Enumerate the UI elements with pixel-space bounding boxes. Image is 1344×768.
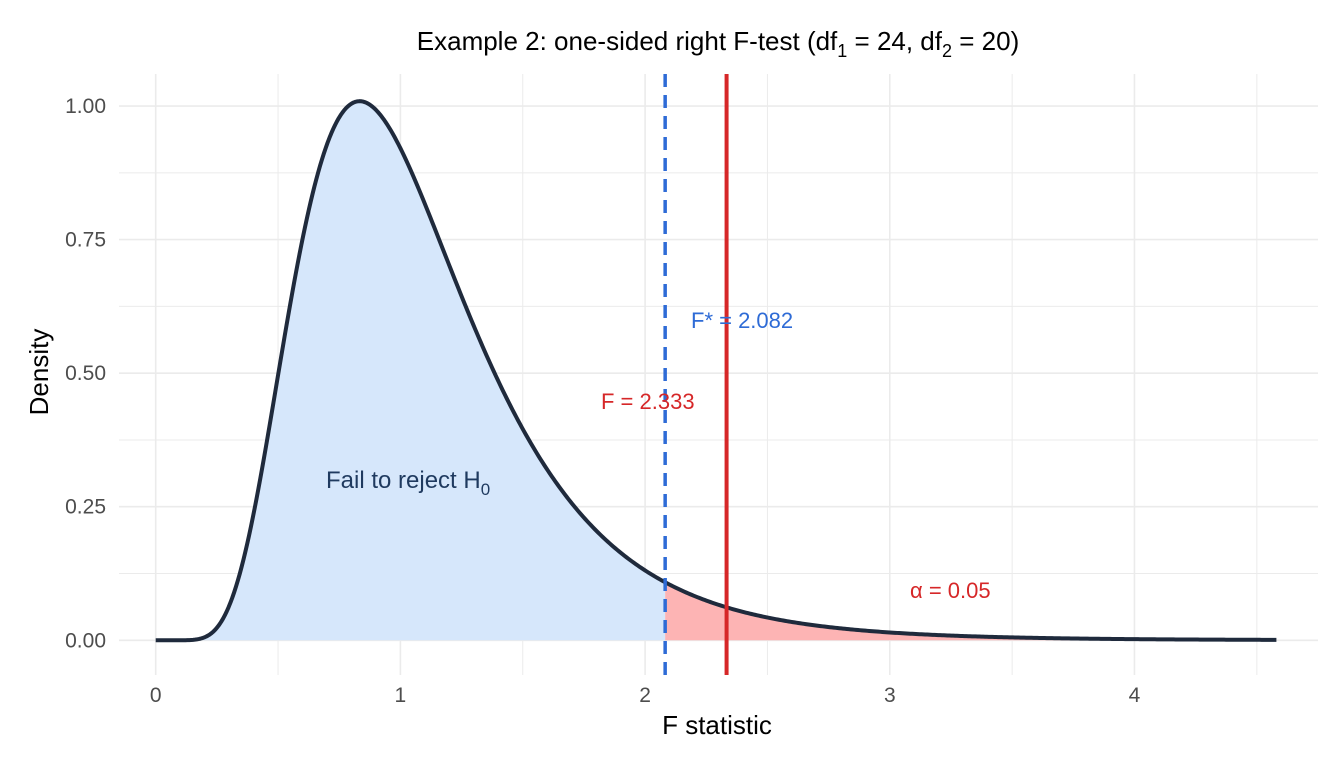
test-statistic-label: F = 2.333 — [601, 389, 695, 414]
fail-to-reject-label: Fail to reject H0 — [326, 467, 490, 499]
y-axis-title: Density — [24, 329, 54, 416]
x-tick-label-1: 1 — [395, 684, 407, 707]
y-tick-label-2: 0.50 — [65, 362, 106, 385]
x-tick-label-4: 4 — [1129, 684, 1141, 707]
x-axis-title: F statistic — [662, 710, 772, 740]
x-tick-label-0: 0 — [150, 684, 162, 707]
y-tick-label-4: 1.00 — [65, 95, 106, 118]
x-tick-label-3: 3 — [884, 684, 896, 707]
y-axis-ticks: 0.00 0.25 0.50 0.75 1.00 — [65, 95, 106, 652]
critical-value-label: F* = 2.082 — [691, 308, 793, 333]
y-tick-label-3: 0.75 — [65, 229, 106, 252]
fail-to-reject-region — [155, 101, 666, 641]
y-tick-label-1: 0.25 — [65, 496, 106, 519]
x-axis-ticks: 0 1 2 3 4 — [150, 684, 1141, 707]
chart-title: Example 2: one-sided right F-test (df1 =… — [417, 26, 1019, 61]
density-curve — [155, 99, 1277, 643]
y-tick-label-0: 0.00 — [65, 629, 106, 652]
alpha-label: α = 0.05 — [910, 578, 991, 603]
x-tick-label-2: 2 — [639, 684, 651, 707]
